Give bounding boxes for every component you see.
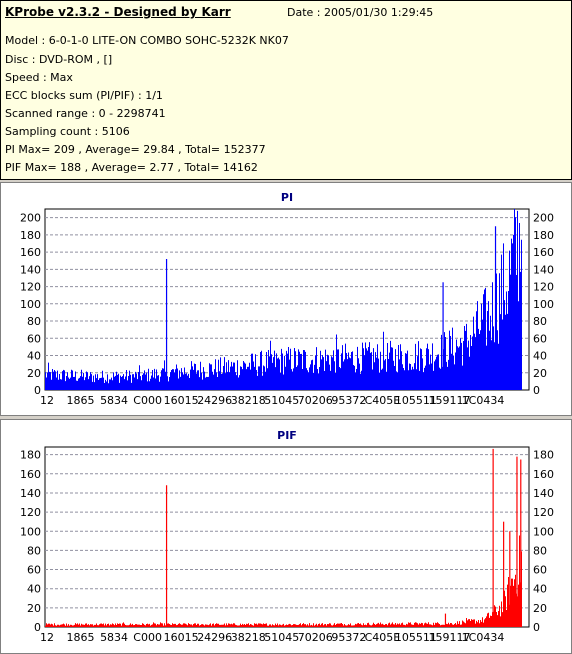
y-tick-label-left: 120 [20, 506, 41, 519]
x-tick-label: 51045 [264, 394, 299, 407]
y-tick-label-right: 60 [533, 332, 547, 345]
y-tick-label-left: 100 [20, 525, 41, 538]
speed-line: Speed : Max [5, 71, 73, 84]
x-tick-label: 105511 [395, 631, 437, 644]
y-tick-label-right: 20 [533, 367, 547, 380]
pi-chart-panel: PI 0 0 20 20 40 40 60 60 80 80 100 100 120 120 140 140 16… [0, 182, 572, 416]
chart-title: PI [281, 191, 293, 204]
chart-title: PIF [277, 429, 297, 442]
x-tick-label: 51045 [264, 631, 299, 644]
pif-chart: PIF 0 0 20 20 40 40 60 60 80 80 100 100 120 120 140 140 1… [20, 429, 554, 644]
y-tick-label-right: 160 [533, 468, 554, 481]
y-tick-label-right: 180 [533, 229, 554, 242]
y-tick-label-right: 180 [533, 449, 554, 462]
y-tick-label-left: 140 [20, 487, 41, 500]
y-tick-label-right: 140 [533, 487, 554, 500]
x-tick-label: C405E [365, 631, 401, 644]
scan-date: Date : 2005/01/30 1:29:45 [287, 6, 434, 19]
x-tick-label: 16015 [164, 631, 199, 644]
y-tick-label-right: 20 [533, 602, 547, 615]
y-tick-label-right: 160 [533, 246, 554, 259]
y-tick-label-right: 100 [533, 298, 554, 311]
pi-chart: PI 0 0 20 20 40 40 60 60 80 80 100 100 120 120 140 140 16… [20, 191, 554, 407]
y-tick-label-right: 120 [533, 281, 554, 294]
y-tick-label-right: 40 [533, 350, 547, 363]
x-tick-label: 5834 [100, 394, 128, 407]
x-tick-label: 24296 [197, 394, 232, 407]
app-title: KProbe v2.3.2 - Designed by Karr [5, 5, 231, 19]
x-tick-label: 70206 [298, 631, 333, 644]
info-panel: KProbe v2.3.2 - Designed by Karr Date : … [0, 0, 572, 180]
y-tick-label-left: 60 [27, 564, 41, 577]
x-tick-label: 38218 [231, 394, 266, 407]
x-tick-label: 12 [40, 631, 54, 644]
y-tick-label-left: 40 [27, 583, 41, 596]
x-tick-label: C000 [133, 394, 162, 407]
x-tick-label: 12 [40, 394, 54, 407]
y-tick-label-left: 0 [34, 384, 41, 397]
pi-summary-line: PI Max= 209 , Average= 29.84 , Total= 15… [5, 143, 266, 156]
range-line: Scanned range : 0 - 2298741 [5, 107, 166, 120]
y-tick-label-right: 200 [533, 212, 554, 225]
y-tick-label-left: 160 [20, 246, 41, 259]
x-tick-label: 1865 [67, 394, 95, 407]
x-tick-label: 159117 [428, 631, 470, 644]
x-tick-label: 95372 [331, 631, 366, 644]
x-tick-label: 16015 [164, 394, 199, 407]
pif-chart-panel: PIF 0 0 20 20 40 40 60 60 80 80 100 100 120 120 140 140 1… [0, 419, 572, 654]
y-tick-label-left: 120 [20, 281, 41, 294]
x-tick-label: 159117 [428, 394, 470, 407]
x-tick-label: 1C0434 [462, 394, 505, 407]
x-tick-label: 24296 [197, 631, 232, 644]
y-tick-label-left: 60 [27, 332, 41, 345]
x-tick-label: 1865 [67, 631, 95, 644]
y-tick-label-left: 180 [20, 229, 41, 242]
y-tick-label-left: 20 [27, 602, 41, 615]
y-tick-label-right: 120 [533, 506, 554, 519]
x-tick-label: 5834 [100, 631, 128, 644]
y-tick-label-right: 100 [533, 525, 554, 538]
y-tick-label-right: 0 [533, 384, 540, 397]
y-tick-label-right: 80 [533, 315, 547, 328]
y-tick-label-right: 80 [533, 544, 547, 557]
disc-line: Disc : DVD-ROM , [] [5, 53, 113, 66]
x-tick-label: 105511 [395, 394, 437, 407]
sampling-line: Sampling count : 5106 [5, 125, 130, 138]
y-tick-label-left: 80 [27, 544, 41, 557]
x-tick-label: C000 [133, 631, 162, 644]
y-tick-label-left: 20 [27, 367, 41, 380]
x-tick-label: C405E [365, 394, 401, 407]
y-tick-label-left: 80 [27, 315, 41, 328]
ecc-line: ECC blocks sum (PI/PIF) : 1/1 [5, 89, 163, 102]
y-tick-label-left: 180 [20, 449, 41, 462]
x-tick-label: 1C0434 [462, 631, 505, 644]
y-tick-label-left: 0 [34, 621, 41, 634]
pif-summary-line: PIF Max= 188 , Average= 2.77 , Total= 14… [5, 161, 258, 174]
y-tick-label-left: 140 [20, 263, 41, 276]
y-tick-label-right: 60 [533, 564, 547, 577]
x-tick-label: 38218 [231, 631, 266, 644]
y-tick-label-right: 140 [533, 263, 554, 276]
x-tick-label: 95372 [331, 394, 366, 407]
x-tick-label: 70206 [298, 394, 333, 407]
model-line: Model : 6-0-1-0 LITE-ON COMBO SOHC-5232K… [5, 34, 289, 47]
y-tick-label-left: 40 [27, 350, 41, 363]
plot-frame [44, 446, 530, 628]
y-tick-label-left: 160 [20, 468, 41, 481]
y-tick-label-left: 200 [20, 212, 41, 225]
y-tick-label-left: 100 [20, 298, 41, 311]
y-tick-label-right: 0 [533, 621, 540, 634]
y-tick-label-right: 40 [533, 583, 547, 596]
